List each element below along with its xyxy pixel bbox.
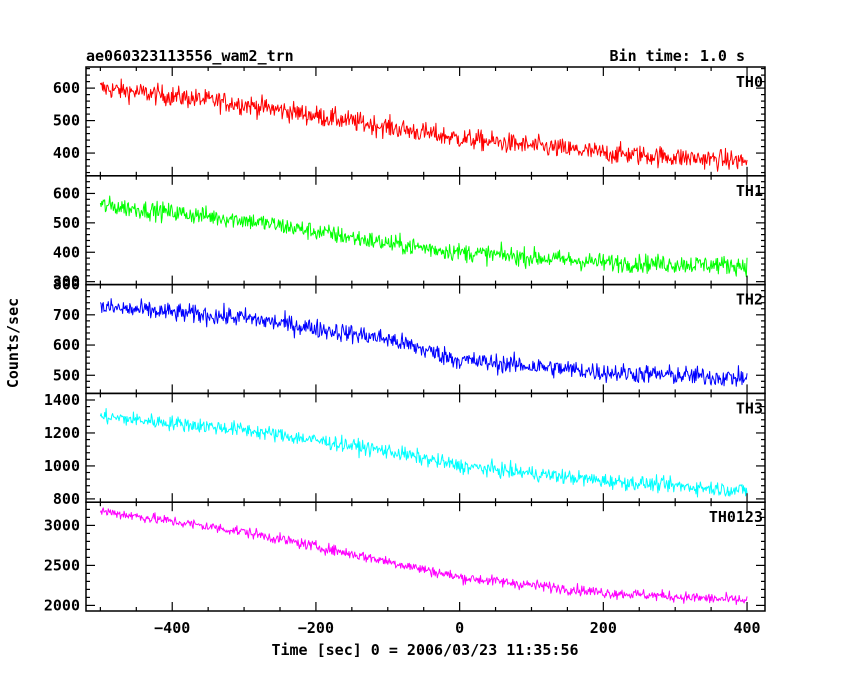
y-tick-label-th0-500: 500	[53, 112, 80, 130]
y-tick-label-th1-300: 300	[53, 273, 80, 291]
x-tick-label--200: −200	[298, 619, 334, 637]
y-tick-label-th1-500: 500	[53, 214, 80, 232]
y-tick-label-th2-800: 800	[53, 276, 80, 294]
x-axis: −400 −200 0 200 400	[154, 619, 760, 637]
panel-frame-th0123	[85, 501, 766, 612]
y-tick-label-th2-500: 500	[53, 366, 80, 384]
panel-th2: TH2 500 600 700 800	[53, 276, 766, 395]
y-tick-label-th3-1200: 1200	[44, 424, 80, 442]
y-tick-label-th1-400: 400	[53, 243, 80, 261]
chart-title: ae060323113556_wam2_trn	[86, 47, 294, 65]
panel-label-th1: TH1	[736, 182, 763, 200]
y-tick-label-th2-600: 600	[53, 336, 80, 354]
x-tick-label--400: −400	[154, 619, 190, 637]
series-line-th0	[99, 78, 748, 172]
x-tick-label-400: 400	[733, 619, 760, 637]
y-tick-label-th1-600: 600	[53, 184, 80, 202]
y-tick-label-th0123-3000: 3000	[44, 516, 80, 534]
y-tick-label-th3-800: 800	[53, 490, 80, 508]
panel-frame-th3	[85, 392, 766, 503]
panel-th1: TH1 300 400 500 600	[53, 175, 766, 291]
series-line-th1	[99, 195, 748, 278]
panel-th3: TH3 800 1000 1200 1400	[44, 391, 766, 508]
y-tick-label-th0123-2500: 2500	[44, 556, 80, 574]
panel-label-th3: TH3	[736, 399, 763, 417]
x-tick-label-200: 200	[590, 619, 617, 637]
series-line-th2	[99, 298, 748, 387]
y-tick-label-th3-1000: 1000	[44, 457, 80, 475]
panel-frame-th1	[85, 175, 766, 286]
y-tick-label-th0-600: 600	[53, 79, 80, 97]
x-tick-label-0: 0	[455, 619, 464, 637]
y-tick-label-th0-400: 400	[53, 144, 80, 162]
panel-label-th0123: TH0123	[709, 508, 763, 526]
panel-label-th2: TH2	[736, 291, 763, 309]
y-tick-label-th3-1400: 1400	[44, 391, 80, 409]
y-axis-label: Counts/sec	[4, 298, 22, 388]
panel-stack: TH0 400 500 600 TH1 300 400 500 600 TH2 500 600 700 8…	[44, 66, 766, 637]
bin-time-label: Bin time: 1.0 s	[610, 47, 745, 65]
panel-th0123: TH0123 2000 2500 3000	[44, 501, 766, 614]
series-line-th3	[99, 408, 748, 498]
panel-frame-th0	[85, 66, 766, 177]
y-tick-label-th0123-2000: 2000	[44, 596, 80, 614]
x-axis-label: Time [sec] 0 = 2006/03/23 11:35:56	[271, 641, 578, 659]
panel-th0: TH0 400 500 600	[53, 66, 766, 177]
series-line-th0123	[99, 507, 748, 606]
y-tick-label-th2-700: 700	[53, 306, 80, 324]
panel-label-th0: TH0	[736, 73, 763, 91]
